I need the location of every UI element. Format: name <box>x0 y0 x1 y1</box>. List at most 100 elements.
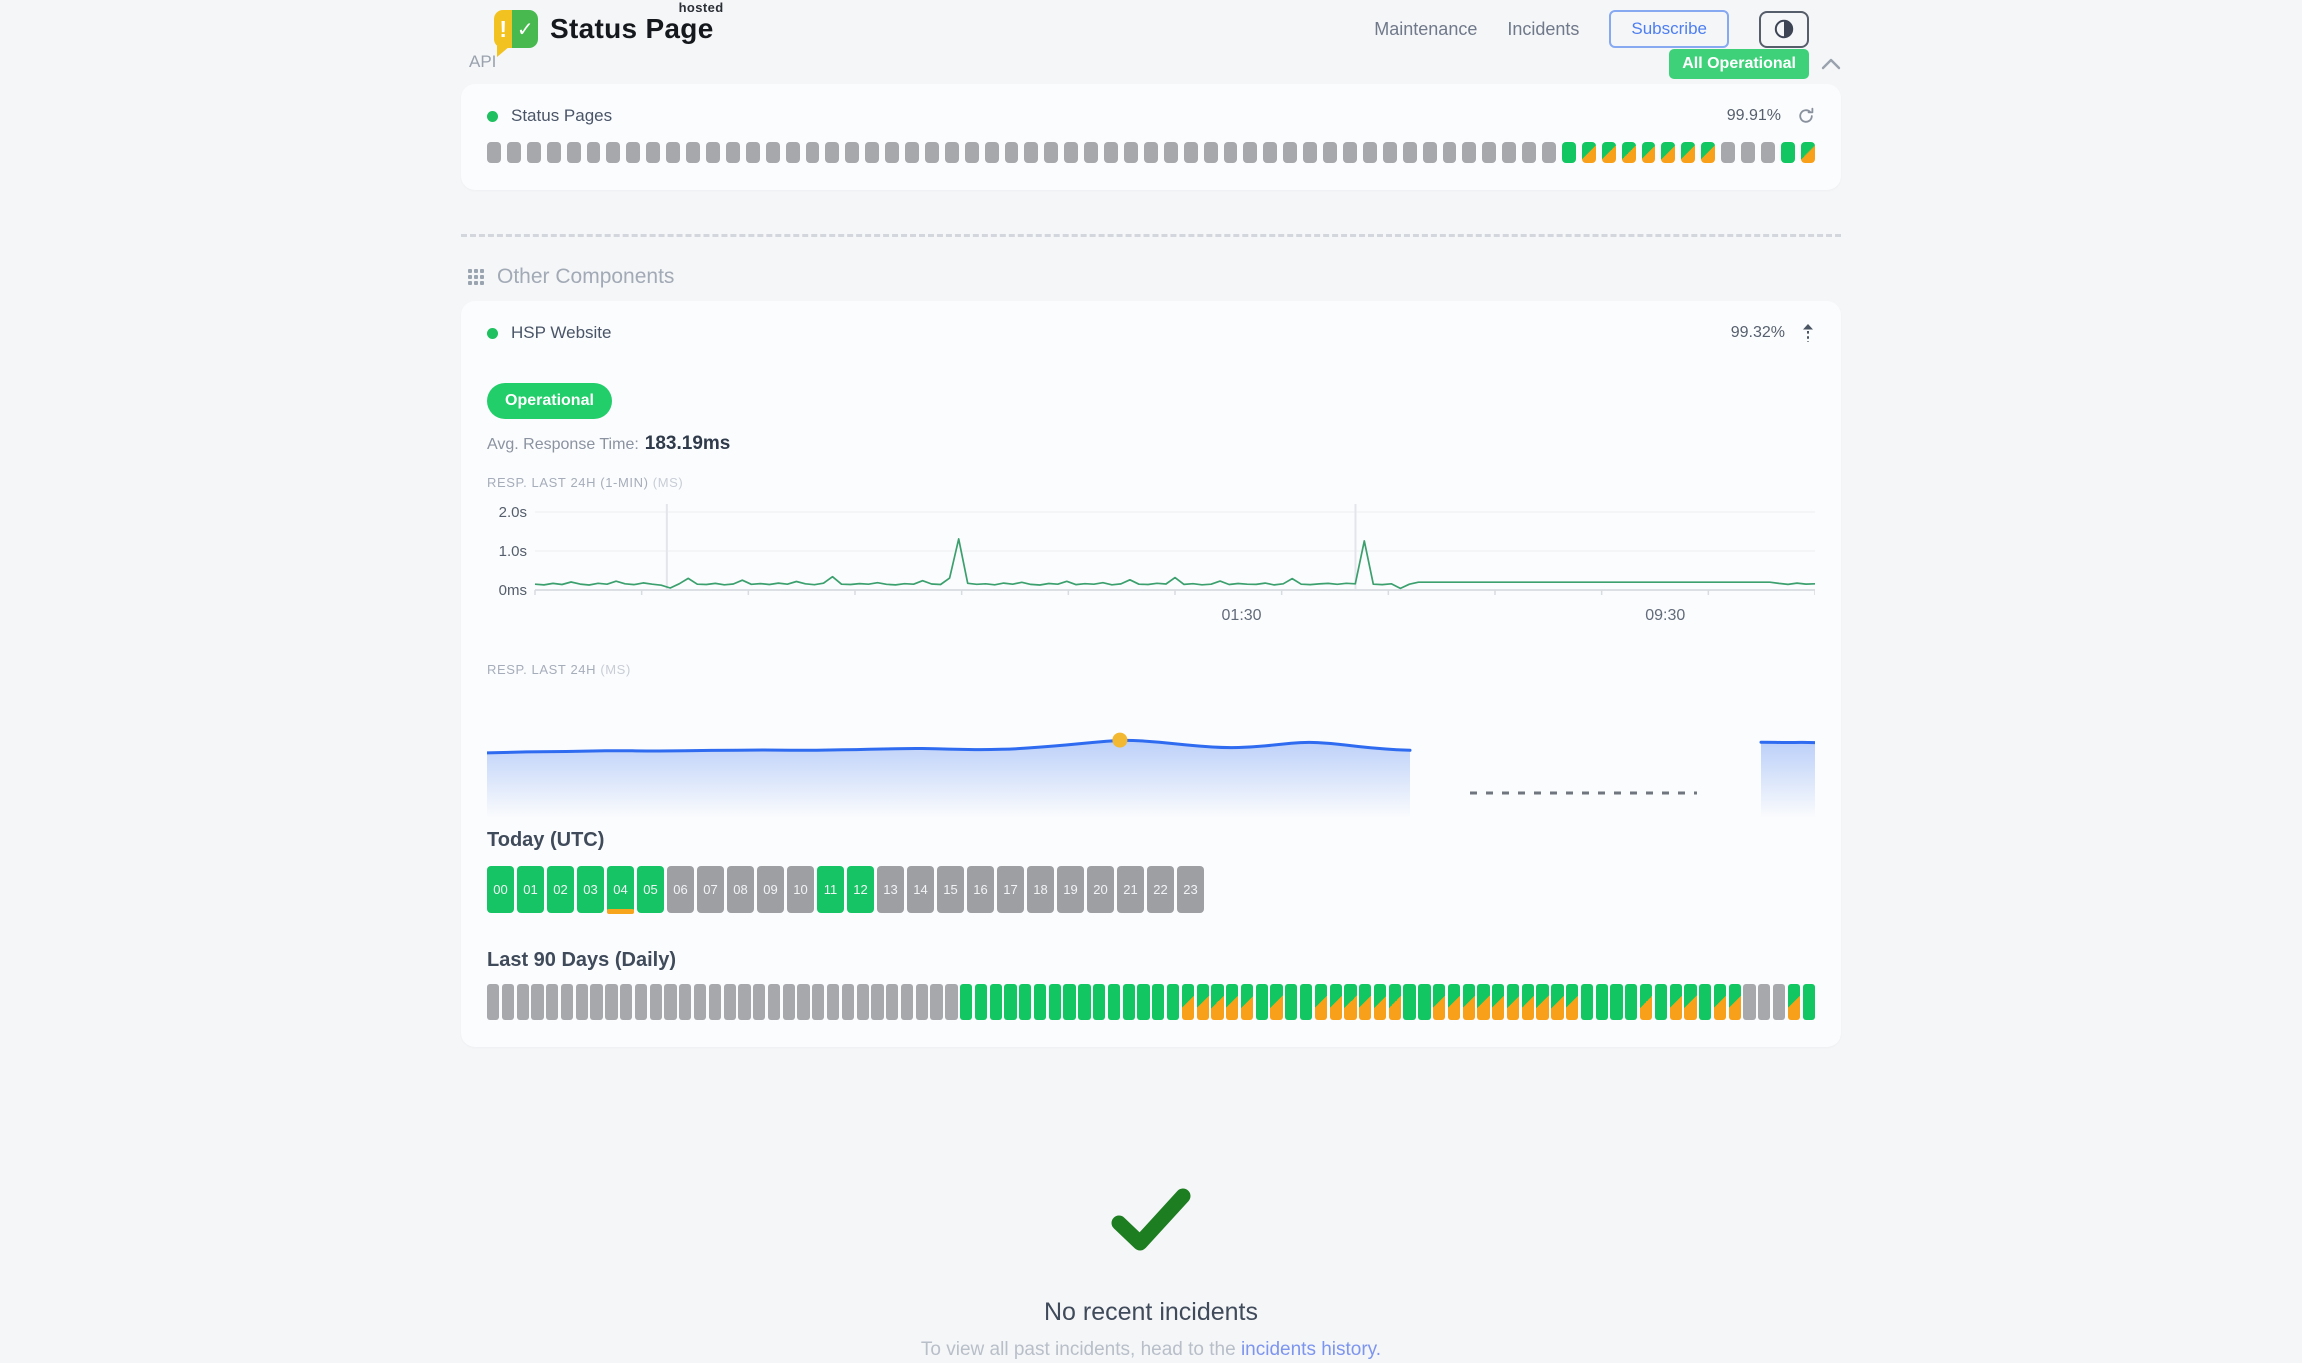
daily-bar[interactable] <box>1196 984 1209 1020</box>
uptime-bar[interactable] <box>1482 142 1497 163</box>
uptime-bar[interactable] <box>1402 142 1417 163</box>
daily-bar[interactable] <box>960 984 973 1020</box>
uptime-bar[interactable] <box>745 142 760 163</box>
chart-marker-dot[interactable] <box>1112 732 1128 748</box>
hour-block-16[interactable]: 16 <box>967 866 994 913</box>
uptime-bar[interactable] <box>825 142 840 163</box>
theme-toggle-button[interactable] <box>1759 10 1809 48</box>
nav-incidents[interactable]: Incidents <box>1507 18 1580 39</box>
daily-bar[interactable] <box>634 984 648 1020</box>
daily-bar[interactable] <box>693 984 707 1020</box>
collapse-button[interactable] <box>1801 323 1815 343</box>
daily-bar[interactable] <box>1551 984 1564 1020</box>
daily-bar[interactable] <box>1270 984 1283 1020</box>
hour-block-21[interactable]: 21 <box>1117 866 1144 913</box>
daily-bar[interactable] <box>1595 984 1608 1020</box>
daily-bar[interactable] <box>1048 984 1061 1020</box>
uptime-bar[interactable] <box>1283 142 1298 163</box>
uptime-bar[interactable] <box>526 142 541 163</box>
uptime-bar[interactable] <box>924 142 939 163</box>
daily-bar[interactable] <box>546 984 559 1020</box>
chevron-up-icon[interactable] <box>1821 58 1841 70</box>
daily-bar[interactable] <box>590 984 603 1020</box>
uptime-bar[interactable] <box>785 142 800 163</box>
hour-block-00[interactable]: 00 <box>487 866 514 913</box>
uptime-bar[interactable] <box>1044 142 1059 163</box>
uptime-bar[interactable] <box>1561 142 1576 163</box>
daily-bar[interactable] <box>1728 984 1741 1020</box>
daily-bar[interactable] <box>974 984 988 1020</box>
daily-bar[interactable] <box>1433 984 1446 1020</box>
uptime-bar[interactable] <box>1462 142 1477 163</box>
nav-maintenance[interactable]: Maintenance <box>1374 18 1478 39</box>
daily-bar[interactable] <box>1610 984 1623 1020</box>
daily-bar[interactable] <box>753 984 766 1020</box>
uptime-bar[interactable] <box>1761 142 1775 163</box>
daily-bar[interactable] <box>1019 984 1032 1020</box>
uptime-bar[interactable] <box>1780 142 1795 163</box>
daily-bar[interactable] <box>1388 984 1401 1020</box>
hour-block-23[interactable]: 23 <box>1177 866 1204 913</box>
uptime-bar[interactable] <box>1661 142 1676 163</box>
hour-block-17[interactable]: 17 <box>997 866 1024 913</box>
daily-bar[interactable] <box>1536 984 1549 1020</box>
daily-bar[interactable] <box>856 984 869 1020</box>
uptime-bar[interactable] <box>1701 142 1716 163</box>
daily-bar[interactable] <box>1521 984 1534 1020</box>
daily-bar[interactable] <box>797 984 810 1020</box>
daily-bar[interactable] <box>900 984 914 1020</box>
uptime-bar[interactable] <box>1223 142 1238 163</box>
daily-bar[interactable] <box>664 984 677 1020</box>
daily-bar[interactable] <box>1181 984 1194 1020</box>
daily-bar[interactable] <box>1211 984 1224 1020</box>
hour-block-15[interactable]: 15 <box>937 866 964 913</box>
daily-bar[interactable] <box>1240 984 1254 1020</box>
daily-bar[interactable] <box>1299 984 1313 1020</box>
uptime-bar[interactable] <box>1163 142 1178 163</box>
daily-bar[interactable] <box>782 984 795 1020</box>
uptime-bar[interactable] <box>586 142 601 163</box>
uptime-bar[interactable] <box>905 142 919 163</box>
uptime-bar[interactable] <box>1323 142 1337 163</box>
response-time-line-chart[interactable]: 2.0s 1.0s 0ms 01:30 09:30 <box>487 498 1815 628</box>
daily-bar[interactable] <box>1359 984 1372 1020</box>
daily-bar[interactable] <box>1107 984 1121 1020</box>
daily-bar[interactable] <box>1684 984 1697 1020</box>
uptime-bar[interactable] <box>1084 142 1099 163</box>
uptime-bar[interactable] <box>1024 142 1039 163</box>
uptime-bar[interactable] <box>1004 142 1019 163</box>
uptime-bar[interactable] <box>666 142 681 163</box>
uptime-bar[interactable] <box>1621 142 1636 163</box>
daily-bar[interactable] <box>1447 984 1461 1020</box>
uptime-bar[interactable] <box>845 142 860 163</box>
daily-bar[interactable] <box>1758 984 1771 1020</box>
hour-block-22[interactable]: 22 <box>1147 866 1174 913</box>
uptime-bar[interactable] <box>506 142 521 163</box>
daily-bar[interactable] <box>812 984 825 1020</box>
uptime-bar[interactable] <box>1581 142 1596 163</box>
uptime-bar[interactable] <box>686 142 700 163</box>
daily-bar[interactable] <box>989 984 1002 1020</box>
uptime-bar[interactable] <box>566 142 581 163</box>
daily-bar[interactable] <box>1122 984 1135 1020</box>
hour-block-20[interactable]: 20 <box>1087 866 1114 913</box>
daily-bar[interactable] <box>1506 984 1520 1020</box>
daily-bar[interactable] <box>1743 984 1756 1020</box>
daily-bar[interactable] <box>501 984 515 1020</box>
daily-bar[interactable] <box>915 984 928 1020</box>
uptime-bar[interactable] <box>1601 142 1616 163</box>
hour-block-10[interactable]: 10 <box>787 866 814 913</box>
hour-block-03[interactable]: 03 <box>577 866 604 913</box>
uptime-bar[interactable] <box>1243 142 1258 163</box>
hour-block-08[interactable]: 08 <box>727 866 754 913</box>
uptime-bar[interactable] <box>1542 142 1556 163</box>
daily-bar[interactable] <box>1492 984 1505 1020</box>
daily-bar[interactable] <box>1152 984 1165 1020</box>
daily-bar[interactable] <box>1285 984 1298 1020</box>
uptime-bar[interactable] <box>885 142 900 163</box>
daily-bar[interactable] <box>1772 984 1786 1020</box>
daily-bar[interactable] <box>1654 984 1667 1020</box>
uptime-bar[interactable] <box>1442 142 1457 163</box>
hour-block-04[interactable]: 04 <box>607 866 634 914</box>
daily-bar[interactable] <box>1566 984 1579 1020</box>
